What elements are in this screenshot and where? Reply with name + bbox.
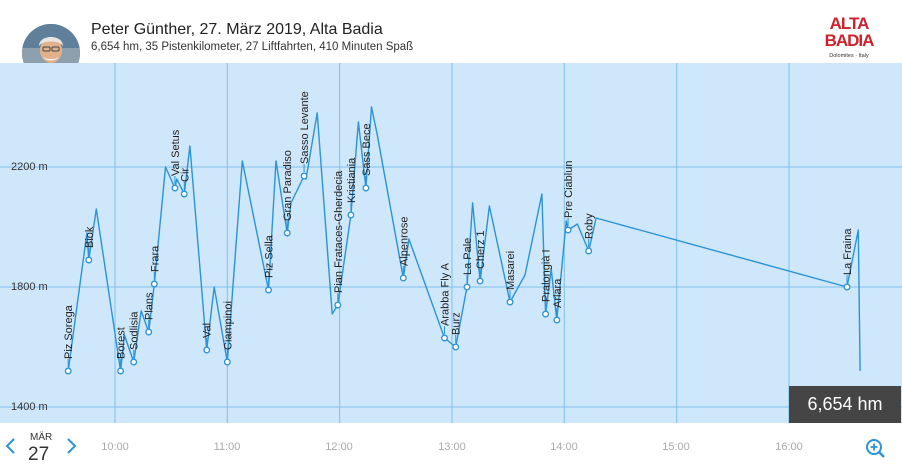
lift-marker[interactable] <box>553 316 561 324</box>
lift-marker[interactable] <box>85 256 93 264</box>
elevation-chart[interactable]: Piz Sorega Biok Borest Sodlisia Plans Frara Va… <box>0 63 902 423</box>
next-day-button[interactable] <box>64 436 78 456</box>
lift-label: Roby <box>584 213 596 239</box>
lift-marker[interactable] <box>476 277 484 285</box>
lift-marker[interactable] <box>180 190 188 198</box>
logo-line2: BADIA <box>825 31 875 50</box>
lift-label: Pre Ciablun <box>563 161 575 218</box>
y-tick-label-1400: 1400 m <box>11 401 48 413</box>
lift-label: Arlara <box>552 278 564 308</box>
lift-marker[interactable] <box>300 172 308 180</box>
lift-label: Masarei <box>505 251 517 290</box>
lift-label: Sass Bece <box>361 123 373 176</box>
lift-marker[interactable] <box>203 346 211 354</box>
lift-label: Plans <box>144 292 156 320</box>
page-subtitle: 6,654 hm, 35 Pistenkilometer, 27 Liftfah… <box>91 41 414 53</box>
lift-label: Pralongià I <box>541 249 553 302</box>
lift-label: Alpenrose <box>398 216 410 266</box>
lift-marker[interactable] <box>150 280 158 288</box>
lift-marker[interactable] <box>399 274 407 282</box>
x-tick-label-1500: 15:00 <box>662 441 690 453</box>
x-tick-label-1000: 10:00 <box>101 441 129 453</box>
lift-label: Kristiania <box>346 157 358 203</box>
lift-marker[interactable] <box>223 358 231 366</box>
lift-label: Piz Sorega <box>63 304 75 359</box>
prev-day-button[interactable] <box>4 436 18 456</box>
lift-label: Val <box>202 323 214 338</box>
chevron-left-icon <box>5 438 15 454</box>
logo-line1: ALTA <box>830 14 870 33</box>
lift-marker[interactable] <box>283 229 291 237</box>
lift-marker[interactable] <box>564 226 572 234</box>
lift-marker[interactable] <box>843 283 851 291</box>
lift-label: Gran Paradiso <box>282 150 294 221</box>
chevron-right-icon <box>67 438 77 454</box>
lift-label: La Fraina <box>842 228 854 275</box>
lift-label: Borest <box>116 327 128 359</box>
zoom-in-button[interactable] <box>864 437 886 459</box>
lift-label: Piz Sella <box>264 234 276 278</box>
lift-marker[interactable] <box>441 334 448 342</box>
lift-label: Frara <box>149 245 161 272</box>
logo-tagline: Dolomites · Italy <box>829 53 869 59</box>
alta-badia-logo: ALTA BADIA Dolomites · Italy <box>818 14 880 60</box>
x-tick-label-1100: 11:00 <box>213 441 241 453</box>
page-title: Peter Günther, 27. März 2019, Alta Badia <box>91 21 383 38</box>
y-tick-label-1800: 1800 m <box>11 281 48 293</box>
lift-marker[interactable] <box>506 298 514 306</box>
lift-marker[interactable] <box>585 247 593 255</box>
y-tick-label-2200: 2200 m <box>11 161 48 173</box>
lift-label: Arabba Fly A <box>440 262 452 326</box>
lift-label: La Pale <box>462 238 474 275</box>
lift-label: Biok <box>84 226 96 248</box>
lift-label: Cir <box>179 168 191 182</box>
lift-marker[interactable] <box>265 286 272 294</box>
lift-marker[interactable] <box>542 310 550 318</box>
date-month: MÄR <box>30 432 53 443</box>
lift-marker[interactable] <box>334 301 342 309</box>
lift-marker[interactable] <box>171 184 179 192</box>
x-tick-label-1400: 14:00 <box>550 441 578 453</box>
zoom-in-icon <box>866 439 885 458</box>
lift-label: Sodlisia <box>129 311 141 350</box>
lift-marker[interactable] <box>347 211 355 219</box>
lift-marker[interactable] <box>362 184 370 192</box>
total-elevation-badge: 6,654 hm <box>789 386 901 423</box>
lift-marker[interactable] <box>145 328 153 336</box>
lift-marker[interactable] <box>463 283 471 291</box>
date-day: 27 <box>28 444 50 465</box>
lift-marker[interactable] <box>130 358 138 366</box>
header <box>0 12 902 64</box>
timeline-footer <box>0 423 902 474</box>
lift-label: Cherz 1 <box>475 230 487 269</box>
lift-label: Ciampinoi <box>222 301 234 350</box>
x-tick-label-1200: 12:00 <box>325 441 353 453</box>
x-tick-label-1600: 16:00 <box>775 441 803 453</box>
x-tick-label-1300: 13:00 <box>438 441 466 453</box>
lift-label: Sasso Levante <box>299 91 311 164</box>
lift-marker[interactable] <box>64 367 72 375</box>
lift-marker[interactable] <box>452 343 460 351</box>
lift-label: Burz <box>451 312 463 335</box>
lift-marker[interactable] <box>117 367 125 375</box>
lift-label: Val Setus <box>170 129 182 176</box>
lift-label: Pian Frataces-Gherdecia <box>333 170 345 293</box>
